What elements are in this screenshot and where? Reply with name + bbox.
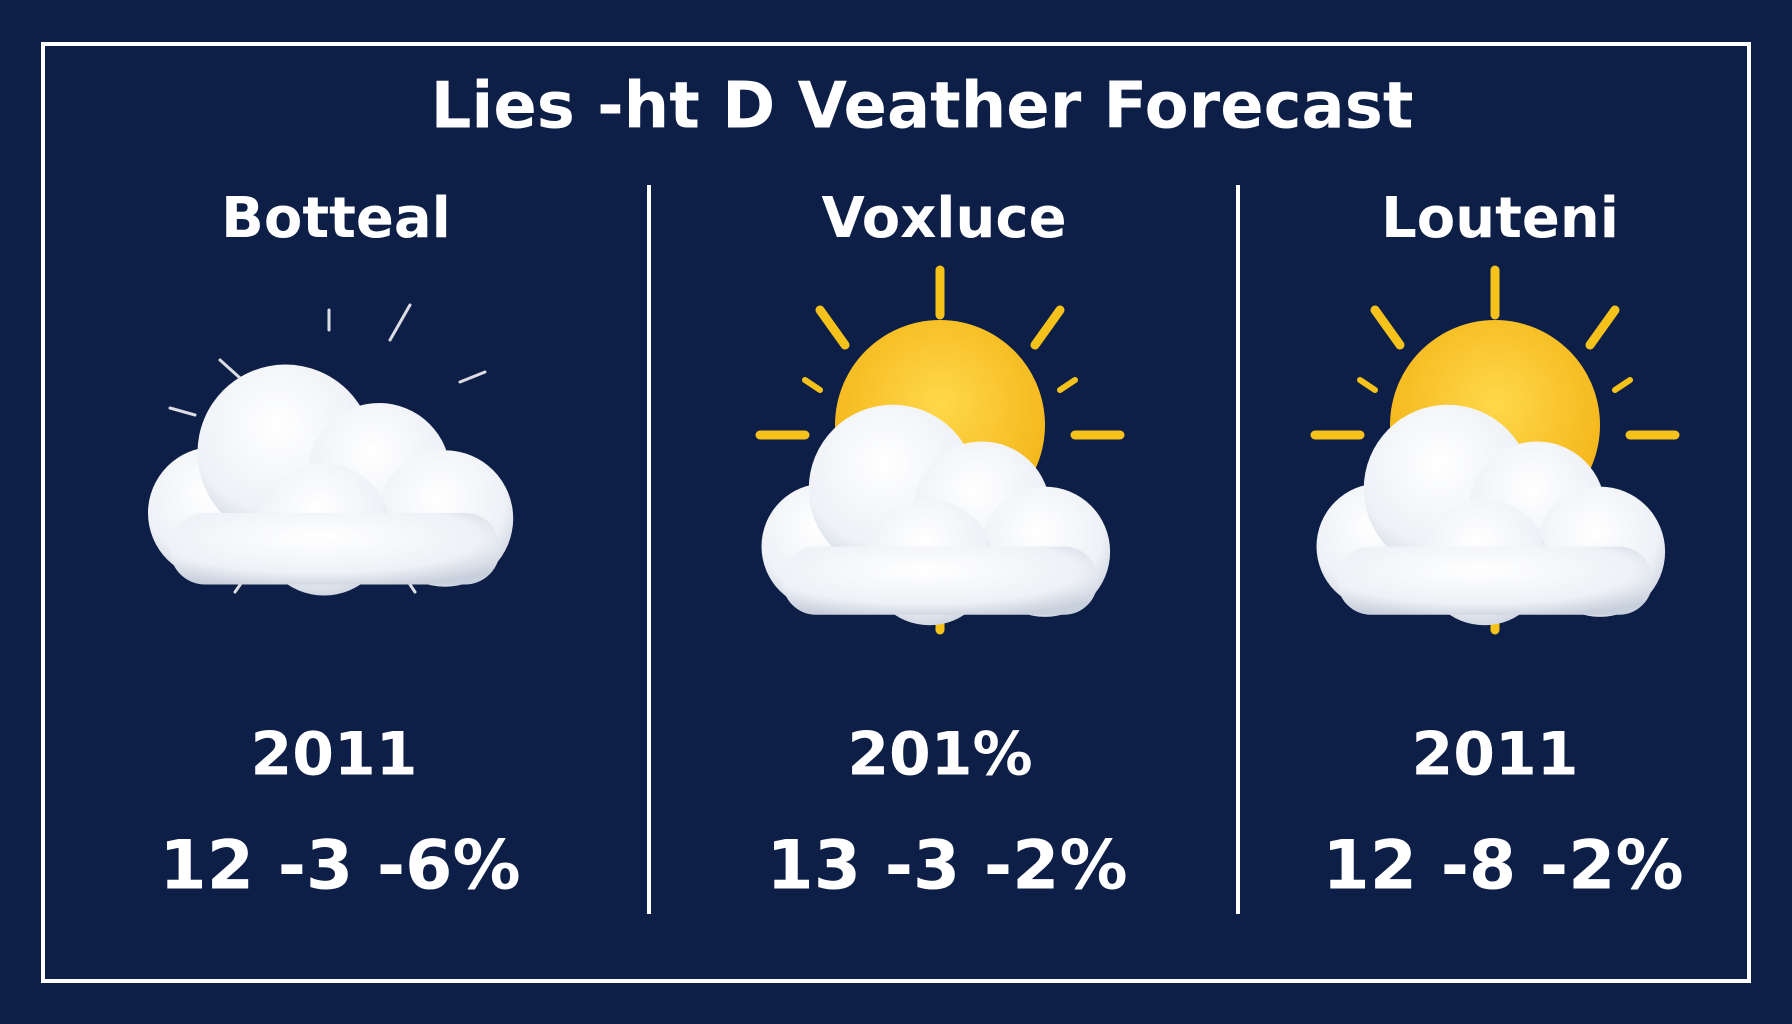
year: 201% — [847, 720, 1032, 790]
frame — [41, 42, 1751, 983]
city-name: Botteal — [221, 186, 451, 251]
stats: 12 -3 -6% — [159, 827, 520, 906]
cloud-icon — [148, 303, 514, 596]
stats: 12 -8 -2% — [1322, 827, 1683, 906]
stats: 13 -3 -2% — [766, 827, 1127, 906]
year: 2011 — [251, 720, 418, 790]
year: 2011 — [1412, 720, 1579, 790]
city-name: Louteni — [1381, 186, 1619, 251]
city-name: Voxluce — [821, 186, 1066, 251]
title: Lies -ht D Veather Forecast — [431, 70, 1414, 144]
